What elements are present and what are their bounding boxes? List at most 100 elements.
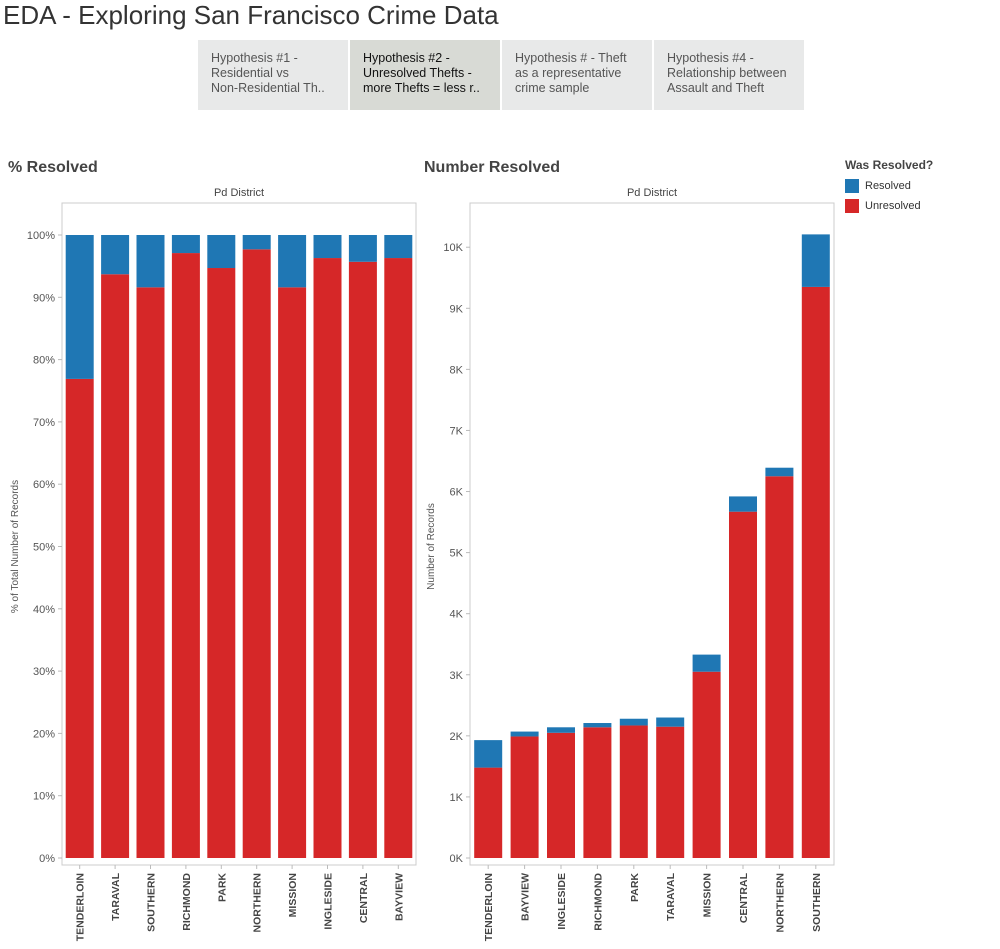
bar-unresolved[interactable]: [619, 725, 648, 858]
bar-unresolved[interactable]: [729, 511, 757, 858]
y-tick-label: 100%: [27, 230, 55, 242]
y-tick-label: 60%: [33, 479, 55, 491]
x-tick-label: PARK: [629, 873, 641, 902]
bar-unresolved[interactable]: [765, 476, 794, 858]
bar-resolved[interactable]: [136, 235, 165, 288]
bar-resolved[interactable]: [384, 235, 413, 259]
x-tick-label: INGLESIDE: [556, 873, 568, 930]
bar-resolved[interactable]: [474, 740, 503, 768]
bar-resolved[interactable]: [348, 235, 377, 262]
bar-resolved[interactable]: [729, 496, 757, 512]
legend-swatch: [845, 199, 859, 213]
tab-label-line: Unresolved Thefts -: [363, 66, 472, 80]
x-tick-label: PARK: [216, 873, 228, 902]
y-tick-label: 0%: [39, 853, 55, 865]
y-tick-label: 6K: [450, 487, 464, 499]
tab-hypothesis-2[interactable]: Hypothesis #2 - Unresolved Thefts - more…: [350, 40, 500, 110]
percent-resolved-chart: Pd District % of Total Number of Records 0…: [10, 187, 417, 941]
legend-item-unresolved[interactable]: Unresolved: [845, 196, 933, 216]
bar-resolved[interactable]: [207, 235, 236, 269]
tab-hypothesis-1[interactable]: Hypothesis #1 - Residential vs Non-Resid…: [198, 40, 348, 110]
x-tick-label: TARAVAL: [665, 872, 677, 920]
plot-panel-border: [61, 202, 417, 866]
bar-unresolved[interactable]: [510, 736, 539, 858]
bar-resolved[interactable]: [65, 235, 94, 379]
legend-swatch: [845, 179, 859, 193]
tab-label-line: Residential vs: [211, 66, 289, 80]
y-tick-label: 20%: [33, 728, 55, 740]
x-tick-label: TENDERLOIN: [75, 873, 87, 941]
x-tick-label: BAYVIEW: [393, 873, 405, 921]
bar-unresolved[interactable]: [583, 727, 612, 858]
bar-unresolved[interactable]: [101, 274, 130, 858]
x-tick-label: NORTHERN: [774, 873, 786, 933]
y-tick-label: 50%: [33, 542, 55, 554]
y-tick-label: 40%: [33, 604, 55, 616]
tab-label-line: Hypothesis # - Theft: [515, 51, 627, 65]
y-tick-label: 7K: [450, 425, 464, 437]
bar-resolved[interactable]: [313, 235, 342, 259]
bar-unresolved[interactable]: [278, 287, 307, 858]
y-tick-label: 8K: [450, 364, 464, 376]
tab-label-line: Hypothesis #4 -: [667, 51, 754, 65]
bar-resolved[interactable]: [510, 731, 539, 737]
bar-resolved[interactable]: [242, 235, 271, 250]
tab-label-line: as a representative: [515, 66, 622, 80]
legend: Was Resolved? Resolved Unresolved: [845, 158, 933, 216]
bar-resolved[interactable]: [101, 235, 130, 275]
bar-unresolved[interactable]: [313, 258, 342, 858]
y-tick-label: 70%: [33, 417, 55, 429]
y-tick-label: 4K: [450, 609, 464, 621]
column-header: Pd District: [214, 187, 264, 199]
x-tick-label: RICHMOND: [181, 873, 193, 931]
x-tick-label: RICHMOND: [592, 873, 604, 931]
x-tick-label: CENTRAL: [738, 872, 750, 923]
bar-resolved[interactable]: [171, 235, 200, 254]
tab-label-line: Relationship between: [667, 66, 787, 80]
bar-unresolved[interactable]: [136, 287, 165, 858]
bar-resolved[interactable]: [619, 718, 648, 726]
y-axis-label: Number of Records: [426, 503, 437, 590]
x-tick-label: TARAVAL: [110, 872, 122, 920]
x-tick-label: SOUTHERN: [811, 873, 823, 932]
tab-label-line: Non-Residential Th..: [211, 81, 325, 95]
tab-hypothesis-3[interactable]: Hypothesis # - Theft as a representative…: [502, 40, 652, 110]
bar-unresolved[interactable]: [547, 732, 575, 858]
bar-resolved[interactable]: [692, 654, 721, 672]
x-tick-label: BAYVIEW: [520, 873, 532, 921]
bar-unresolved[interactable]: [171, 253, 200, 858]
app-title: EDA - Exploring San Francisco Crime Data: [3, 0, 499, 30]
bar-unresolved[interactable]: [656, 726, 685, 858]
bar-unresolved[interactable]: [348, 261, 377, 858]
bar-resolved[interactable]: [656, 717, 685, 727]
tab-label-line: more Thefts = less r..: [363, 81, 480, 95]
bar-unresolved[interactable]: [801, 286, 830, 859]
bar-resolved[interactable]: [801, 234, 830, 287]
bar-unresolved[interactable]: [65, 378, 94, 858]
bar-unresolved[interactable]: [384, 258, 413, 858]
bar-resolved[interactable]: [547, 727, 575, 733]
y-tick-label: 2K: [450, 731, 464, 743]
sheet-title-number-resolved: Number Resolved: [424, 159, 561, 176]
tab-label-line: Hypothesis #2 -: [363, 51, 450, 65]
y-tick-label: 5K: [450, 548, 464, 560]
tab-hypothesis-4[interactable]: Hypothesis #4 - Relationship between Ass…: [654, 40, 804, 110]
tab-label-line: Hypothesis #1 -: [211, 51, 298, 65]
x-tick-label: TENDERLOIN: [483, 873, 495, 941]
legend-title: Was Resolved?: [845, 158, 934, 172]
y-tick-label: 80%: [33, 355, 55, 367]
bar-unresolved[interactable]: [692, 671, 721, 858]
y-tick-label: 30%: [33, 666, 55, 678]
bar-unresolved[interactable]: [207, 268, 236, 858]
bar-resolved[interactable]: [278, 235, 307, 288]
y-tick-label: 0K: [450, 853, 464, 865]
column-header: Pd District: [627, 187, 677, 199]
legend-item-resolved[interactable]: Resolved: [845, 176, 933, 196]
bar-resolved[interactable]: [765, 467, 794, 477]
bar-resolved[interactable]: [583, 723, 612, 728]
bar-unresolved[interactable]: [474, 767, 503, 858]
y-tick-label: 10%: [33, 791, 55, 803]
y-tick-label: 10K: [443, 242, 463, 254]
bar-unresolved[interactable]: [242, 249, 271, 859]
y-tick-label: 90%: [33, 292, 55, 304]
